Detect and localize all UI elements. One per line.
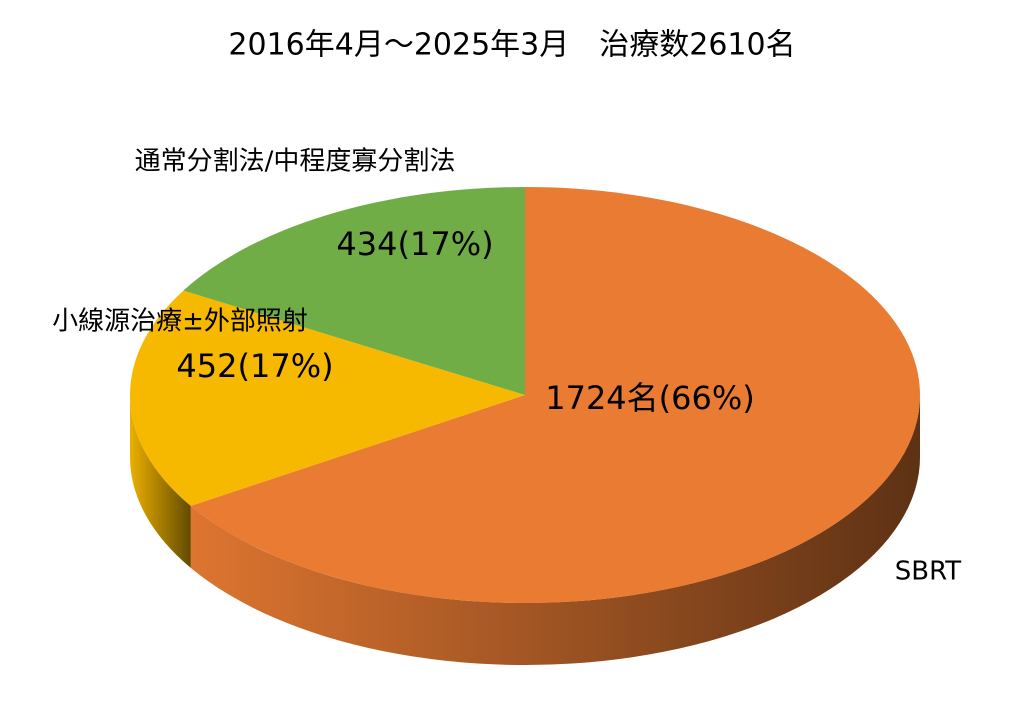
slice bbox=[130, 290, 525, 506]
category-label: SBRT bbox=[895, 557, 962, 587]
chart-title: 2016年4月～2025年3月 治療数2610名 bbox=[228, 28, 795, 63]
category-label: 小線源治療±外部照射 bbox=[52, 307, 308, 337]
slice-side-shade bbox=[130, 395, 191, 568]
slice bbox=[183, 187, 525, 395]
value-label: 452(17%) bbox=[176, 347, 333, 385]
slice bbox=[190, 187, 920, 603]
category-label: 通常分割法/中程度寡分割法 bbox=[135, 147, 456, 177]
value-label: 434(17%) bbox=[336, 225, 493, 263]
value-label: 1724名(66%) bbox=[545, 379, 755, 417]
slice-side-shade bbox=[190, 395, 920, 666]
